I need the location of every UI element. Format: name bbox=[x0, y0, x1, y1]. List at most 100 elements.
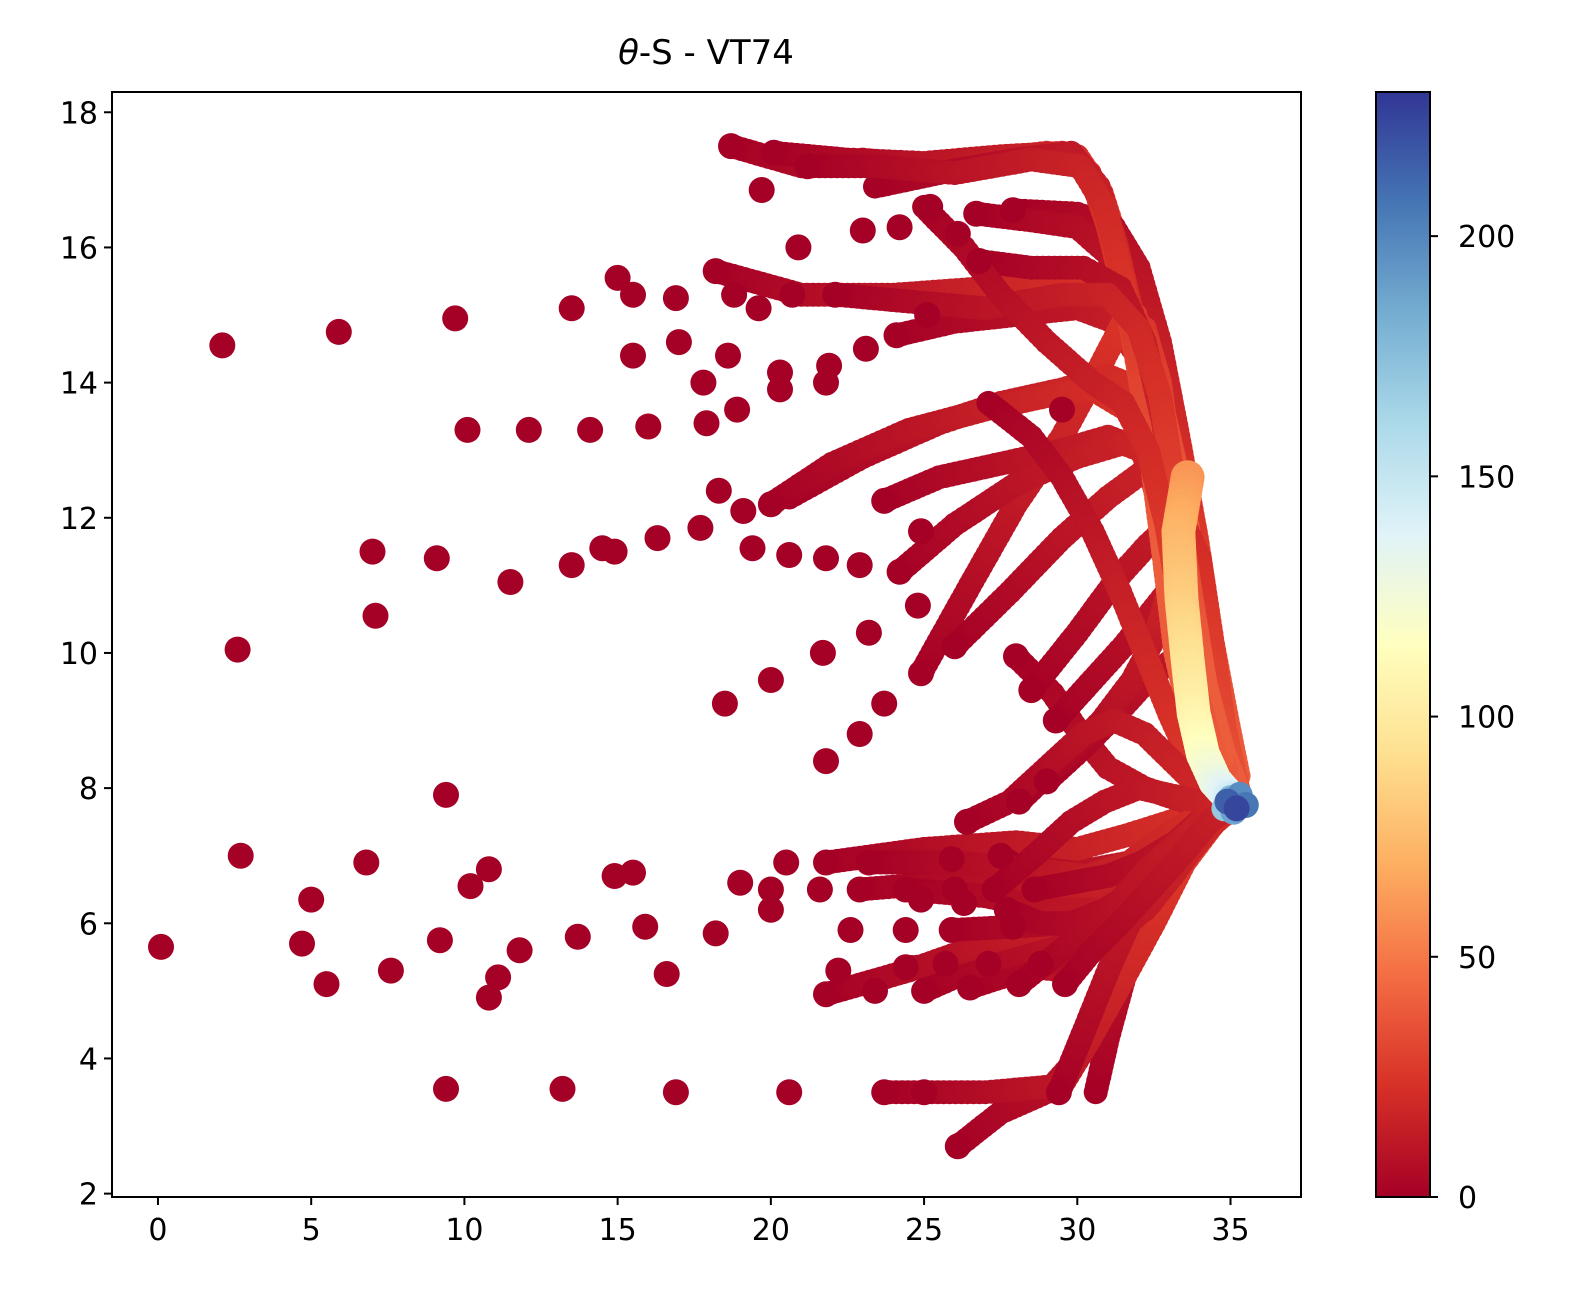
plot-frame bbox=[111, 91, 1302, 1198]
start-point bbox=[739, 535, 766, 562]
start-point bbox=[938, 846, 965, 873]
start-point bbox=[871, 487, 898, 514]
start-point bbox=[944, 220, 971, 247]
start-point bbox=[362, 602, 389, 629]
start-point bbox=[325, 318, 352, 345]
start-point bbox=[938, 917, 965, 943]
start-point bbox=[1006, 788, 1033, 815]
start-point bbox=[846, 721, 873, 747]
start-point bbox=[760, 139, 787, 166]
start-point bbox=[289, 930, 315, 957]
start-point bbox=[892, 954, 919, 981]
start-point bbox=[794, 153, 821, 180]
start-point bbox=[957, 974, 983, 1001]
colorbar-tick-label: 100 bbox=[1458, 701, 1515, 736]
colorbar-tick-label: 50 bbox=[1458, 941, 1496, 976]
start-point bbox=[721, 281, 748, 308]
start-point bbox=[433, 781, 459, 808]
start-point bbox=[871, 690, 898, 717]
end-point bbox=[1223, 795, 1250, 822]
start-point bbox=[558, 295, 585, 322]
start-point bbox=[748, 177, 775, 203]
start-point bbox=[620, 859, 646, 886]
colorbar-tick-label: 150 bbox=[1458, 460, 1515, 495]
start-point bbox=[727, 869, 754, 896]
chart-title: θ-S - VT74 bbox=[618, 33, 794, 73]
start-point bbox=[999, 197, 1026, 224]
y-tick-label: 18 bbox=[60, 96, 98, 131]
x-tick-label: 5 bbox=[302, 1213, 321, 1248]
start-point bbox=[963, 200, 990, 227]
start-point bbox=[148, 933, 174, 960]
start-point bbox=[816, 352, 843, 379]
y-tick-label: 2 bbox=[79, 1178, 98, 1213]
start-point bbox=[715, 342, 741, 369]
y-tick-label: 12 bbox=[60, 502, 98, 537]
start-point bbox=[577, 416, 604, 443]
start-point bbox=[1006, 971, 1033, 998]
start-point bbox=[353, 849, 380, 876]
start-point bbox=[1027, 950, 1054, 977]
start-point bbox=[442, 305, 469, 332]
start-point bbox=[601, 538, 628, 565]
start-point bbox=[757, 896, 784, 923]
start-point bbox=[635, 413, 662, 440]
start-point bbox=[457, 873, 484, 900]
x-tick-label: 0 bbox=[148, 1213, 167, 1248]
start-point bbox=[966, 248, 993, 274]
start-point bbox=[224, 636, 251, 663]
start-point bbox=[515, 416, 542, 443]
start-point bbox=[813, 545, 839, 572]
start-point bbox=[757, 667, 784, 693]
colorbar bbox=[1375, 91, 1431, 1198]
colorbar-axis: 0 50 100 150 200 bbox=[1430, 220, 1515, 1216]
start-point bbox=[687, 514, 714, 541]
x-tick-label: 10 bbox=[445, 1213, 483, 1248]
start-point bbox=[475, 984, 502, 1011]
start-point bbox=[862, 977, 888, 1004]
start-point bbox=[776, 1079, 803, 1106]
y-axis: 2 4 6 8 10 12 14 16 18 bbox=[60, 96, 112, 1213]
start-point bbox=[485, 964, 512, 991]
start-point bbox=[911, 977, 938, 1004]
start-point bbox=[662, 285, 689, 312]
start-point bbox=[1049, 396, 1075, 423]
start-point bbox=[779, 281, 806, 308]
start-point bbox=[475, 856, 502, 883]
start-point bbox=[506, 937, 533, 964]
start-point bbox=[1052, 971, 1078, 998]
start-point bbox=[846, 552, 873, 579]
start-point bbox=[981, 876, 1008, 903]
start-point bbox=[855, 619, 882, 646]
start-point bbox=[549, 1075, 576, 1102]
x-tick-label: 20 bbox=[752, 1213, 790, 1248]
y-tick-label: 16 bbox=[60, 231, 98, 266]
start-point bbox=[359, 538, 386, 565]
start-point bbox=[954, 808, 980, 835]
start-point bbox=[662, 1079, 689, 1106]
start-point bbox=[313, 971, 340, 998]
start-point bbox=[745, 295, 772, 322]
start-point bbox=[813, 748, 839, 775]
start-point bbox=[809, 639, 836, 666]
start-point bbox=[849, 217, 876, 244]
start-point bbox=[705, 477, 732, 504]
start-point bbox=[209, 332, 236, 359]
start-point bbox=[846, 876, 873, 903]
y-tick-label: 6 bbox=[79, 907, 98, 942]
start-point bbox=[620, 342, 646, 369]
start-point bbox=[813, 849, 839, 876]
start-point bbox=[702, 258, 729, 285]
start-point bbox=[644, 525, 671, 552]
start-point bbox=[724, 396, 751, 423]
start-point bbox=[665, 329, 692, 356]
start-point bbox=[702, 920, 729, 947]
start-point bbox=[558, 552, 585, 579]
start-point bbox=[454, 416, 481, 443]
start-point bbox=[773, 849, 800, 876]
x-tick-label: 15 bbox=[599, 1213, 637, 1248]
start-point bbox=[852, 335, 879, 362]
start-point bbox=[604, 264, 631, 291]
x-tick-label: 25 bbox=[905, 1213, 943, 1248]
start-point bbox=[975, 950, 1002, 977]
